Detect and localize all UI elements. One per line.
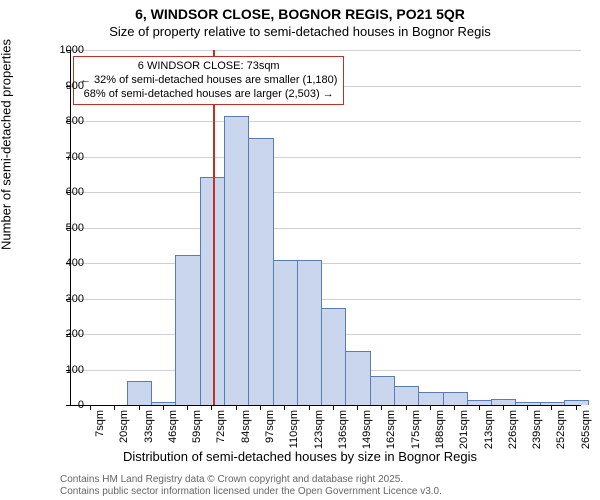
x-tick-label: 201sqm xyxy=(458,410,470,449)
x-tick-mark xyxy=(576,405,577,410)
chart-title-line2: Size of property relative to semi-detach… xyxy=(0,24,600,39)
x-tick-mark xyxy=(309,405,310,410)
y-tick-label: 0 xyxy=(78,399,84,411)
y-tick-label: 500 xyxy=(66,222,84,234)
x-axis-label: Distribution of semi-detached houses by … xyxy=(0,449,600,464)
y-tick-label: 700 xyxy=(66,151,84,163)
x-tick-label: 59sqm xyxy=(191,410,203,443)
y-tick-label: 900 xyxy=(66,80,84,92)
x-tick-mark xyxy=(187,405,188,410)
x-tick-label: 72sqm xyxy=(215,410,227,443)
chart-container: { "header": { "title_line1": "6, WINDSOR… xyxy=(0,0,600,500)
x-tick-mark xyxy=(236,405,237,410)
x-tick-label: 188sqm xyxy=(434,410,446,449)
callout-line3: 68% of semi-detached houses are larger (… xyxy=(80,88,337,102)
histogram-bar xyxy=(151,402,176,405)
histogram-bar xyxy=(273,260,298,405)
x-tick-label: 136sqm xyxy=(337,410,349,449)
x-tick-mark xyxy=(357,405,358,410)
chart-title-line1: 6, WINDSOR CLOSE, BOGNOR REGIS, PO21 5QR xyxy=(0,6,600,22)
x-tick-mark xyxy=(163,405,164,410)
x-tick-mark xyxy=(381,405,382,410)
y-tick-label: 1000 xyxy=(60,44,84,56)
callout-line2: ← 32% of semi-detached houses are smalle… xyxy=(80,74,337,88)
x-tick-label: 213sqm xyxy=(483,410,495,449)
y-tick-label: 200 xyxy=(66,328,84,340)
x-tick-label: 162sqm xyxy=(385,410,397,449)
x-tick-mark xyxy=(333,405,334,410)
histogram-bar xyxy=(127,381,152,405)
x-tick-label: 97sqm xyxy=(264,410,276,443)
gridline xyxy=(71,50,581,51)
gridline xyxy=(71,299,581,300)
x-tick-label: 123sqm xyxy=(313,410,325,449)
x-tick-mark xyxy=(139,405,140,410)
histogram-bar xyxy=(540,402,565,405)
x-tick-mark xyxy=(90,405,91,410)
y-tick-label: 600 xyxy=(66,186,84,198)
x-tick-mark xyxy=(454,405,455,410)
histogram-bar xyxy=(224,116,249,405)
x-tick-label: 226sqm xyxy=(507,410,519,449)
histogram-bar xyxy=(491,399,516,405)
x-tick-label: 46sqm xyxy=(167,410,179,443)
histogram-bar xyxy=(418,392,443,405)
x-tick-label: 175sqm xyxy=(410,410,422,449)
footnote-line2: Contains public sector information licen… xyxy=(60,486,442,498)
histogram-bar xyxy=(345,351,370,405)
y-tick-label: 100 xyxy=(66,364,84,376)
x-tick-mark xyxy=(406,405,407,410)
y-tick-label: 800 xyxy=(66,115,84,127)
x-tick-label: 84sqm xyxy=(240,410,252,443)
x-tick-label: 149sqm xyxy=(361,410,373,449)
y-tick-label: 400 xyxy=(66,257,84,269)
x-tick-label: 252sqm xyxy=(555,410,567,449)
x-tick-mark xyxy=(284,405,285,410)
x-tick-label: 265sqm xyxy=(580,410,592,449)
x-tick-label: 33sqm xyxy=(143,410,155,443)
histogram-bar xyxy=(443,392,468,405)
footnote: Contains HM Land Registry data © Crown c… xyxy=(60,474,442,498)
x-tick-mark xyxy=(479,405,480,410)
callout-line1: 6 WINDSOR CLOSE: 73sqm xyxy=(80,60,337,74)
x-tick-label: 110sqm xyxy=(288,410,300,448)
plot-area: 7sqm20sqm33sqm46sqm59sqm72sqm84sqm97sqm1… xyxy=(70,50,581,406)
histogram-bar xyxy=(248,138,273,405)
x-tick-label: 239sqm xyxy=(531,410,543,449)
x-tick-label: 7sqm xyxy=(94,410,106,437)
histogram-bar xyxy=(297,260,322,405)
x-tick-mark xyxy=(527,405,528,410)
footnote-line1: Contains HM Land Registry data © Crown c… xyxy=(60,474,442,486)
x-tick-mark xyxy=(551,405,552,410)
histogram-bar xyxy=(321,308,346,405)
histogram-bar xyxy=(564,400,589,405)
x-tick-mark xyxy=(503,405,504,410)
reference-callout: 6 WINDSOR CLOSE: 73sqm ← 32% of semi-det… xyxy=(73,56,344,105)
x-tick-label: 20sqm xyxy=(118,410,130,443)
gridline xyxy=(71,192,581,193)
gridline xyxy=(71,157,581,158)
y-tick-mark xyxy=(66,405,71,406)
histogram-bar xyxy=(175,255,200,405)
histogram-bar xyxy=(515,402,540,405)
x-tick-mark xyxy=(114,405,115,410)
gridline xyxy=(71,263,581,264)
x-tick-mark xyxy=(260,405,261,410)
y-tick-label: 300 xyxy=(66,293,84,305)
x-tick-mark xyxy=(211,405,212,410)
gridline xyxy=(71,121,581,122)
gridline xyxy=(71,228,581,229)
histogram-bar xyxy=(370,376,395,405)
y-axis-label: Number of semi-detached properties xyxy=(0,39,14,250)
x-tick-mark xyxy=(430,405,431,410)
histogram-bar xyxy=(394,386,419,405)
